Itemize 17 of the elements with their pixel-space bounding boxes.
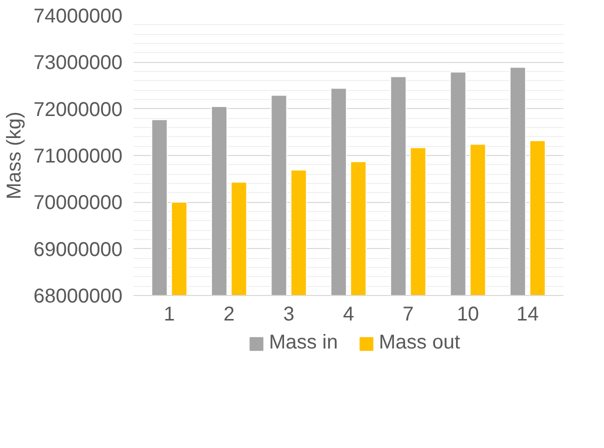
y-tick-label: 70000000	[34, 192, 122, 214]
y-tick-label: 68000000	[34, 286, 122, 308]
x-tick-label: 3	[283, 304, 294, 326]
x-tick-label: 2	[223, 304, 235, 326]
y-tick-label: 71000000	[34, 146, 122, 168]
y-tick-label: 72000000	[34, 98, 122, 121]
x-tick-label: 14	[516, 304, 539, 326]
y-tick-label: 73000000	[34, 52, 122, 74]
x-tick-label: 4	[342, 304, 354, 326]
x-tick-label: 1	[164, 304, 175, 326]
legend-label: Mass in	[268, 332, 338, 354]
y-tick-label: 74000000	[34, 6, 122, 28]
legend-label: Mass out	[378, 332, 460, 354]
x-tick-label: 7	[402, 304, 414, 326]
x-tick-label: 10	[456, 304, 480, 326]
y-tick-label: 69000000	[34, 238, 122, 261]
y-axis-title: Mass (kg)	[4, 112, 26, 200]
